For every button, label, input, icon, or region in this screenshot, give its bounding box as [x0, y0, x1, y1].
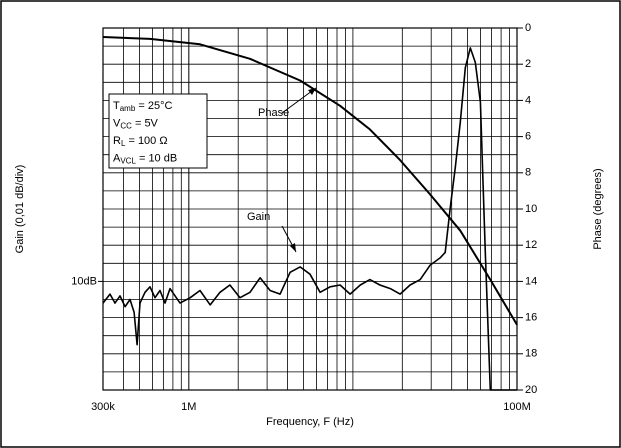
x-axis-label: Frequency, F (Hz): [266, 416, 354, 428]
phase-label: Phase: [258, 107, 289, 119]
annotation-text: Tamb = 25°C: [113, 100, 172, 113]
y2-tick-label: 16: [525, 312, 537, 324]
y-tick-label: 10dB: [71, 275, 97, 287]
gain-label: Gain: [247, 211, 270, 223]
x-tick-label: 100M: [503, 401, 531, 413]
y2-tick-label: 14: [525, 275, 537, 287]
gain-arrow-head: [290, 243, 296, 252]
annotation-part: V: [113, 117, 121, 129]
annotation-part: amb: [120, 104, 136, 113]
annotation-part: CC: [120, 122, 132, 131]
annotation-part: VCL: [120, 157, 136, 166]
y-axis-label: Gain (0,01 dB/div): [14, 165, 26, 254]
annotation-part: = 100 Ω: [125, 135, 167, 147]
x-tick-label: 1M: [181, 401, 196, 413]
y2-tick-label: 20: [525, 384, 537, 396]
y2-tick-label: 8: [525, 167, 531, 179]
y2-tick-label: 0: [525, 22, 531, 34]
annotation-text: AVCL = 10 dB: [113, 152, 177, 165]
annotation-box: [108, 93, 208, 169]
y2-tick-label: 12: [525, 239, 537, 251]
y2-tick-label: 6: [525, 131, 531, 143]
annotation-text: RL = 100 Ω: [113, 135, 168, 148]
annotation-part: L: [121, 139, 126, 148]
y2-axis-label: Phase (degrees): [592, 168, 604, 249]
grid: [102, 27, 518, 391]
annotation-part: T: [113, 100, 120, 112]
y2-tick-label: 18: [525, 348, 537, 360]
annotation-part: = 25°C: [135, 100, 172, 112]
series-line: [102, 47, 517, 391]
x-tick-label: 300k: [91, 401, 115, 413]
series-line: [102, 36, 518, 326]
annotation-part: = 10 dB: [136, 152, 177, 164]
y2-tick-label: 10: [525, 203, 537, 215]
annotation-part: R: [113, 135, 121, 147]
annotation-part: A: [113, 152, 121, 164]
annotation-text: VCC = 5V: [113, 117, 159, 130]
y2-tick-label: 4: [525, 94, 531, 106]
annotation-part: = 5V: [132, 117, 159, 129]
y2-tick-label: 2: [525, 58, 531, 70]
